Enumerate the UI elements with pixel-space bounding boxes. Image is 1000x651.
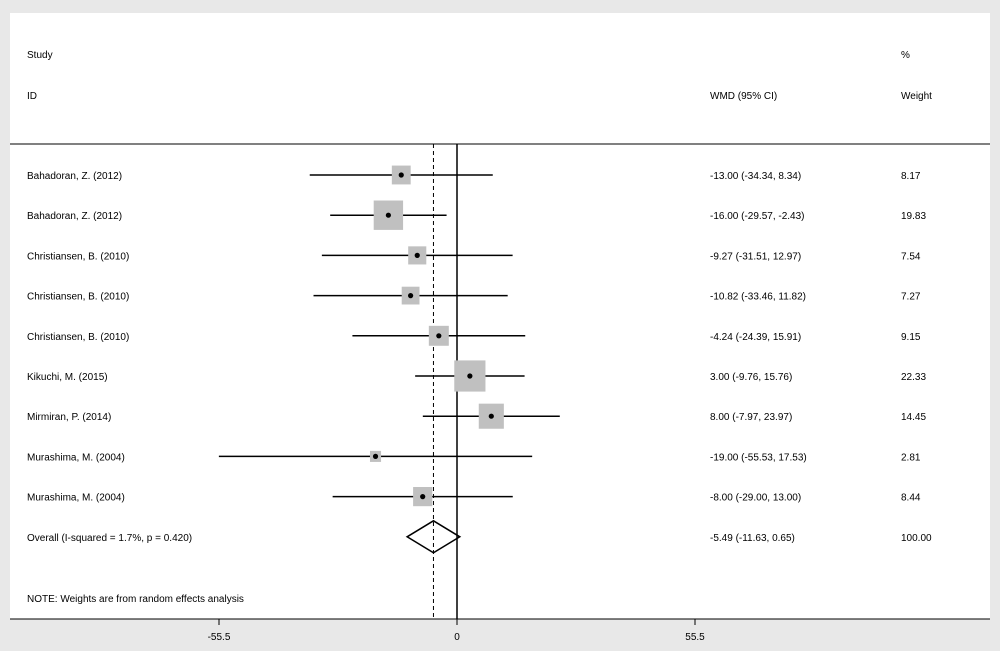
header-study: Study bbox=[27, 50, 53, 61]
effect-ci-text: 3.00 (-9.76, 15.76) bbox=[710, 372, 792, 383]
overall-row: Overall (I-squared = 1.7%, p = 0.420) -5.… bbox=[27, 519, 932, 554]
overall-diamond bbox=[405, 519, 462, 554]
study-row: Bahadoran, Z. (2012) -16.00 (-29.57, -2.4… bbox=[27, 200, 926, 230]
study-label: Murashima, M. (2004) bbox=[27, 452, 125, 463]
effect-ci-text: -16.00 (-29.57, -2.43) bbox=[710, 211, 805, 222]
study-row: Mirmiran, P. (2014) 8.00 (-7.97, 23.97) 14… bbox=[27, 403, 926, 429]
study-label: Christiansen, B. (2010) bbox=[27, 251, 129, 262]
weight-value: 14.45 bbox=[901, 412, 926, 423]
point-estimate bbox=[372, 453, 379, 459]
study-row: Murashima, M. (2004) -19.00 (-55.53, 17.5… bbox=[27, 450, 921, 463]
point-estimate bbox=[488, 413, 494, 419]
effect-ci-text: -8.00 (-29.00, 13.00) bbox=[710, 493, 801, 504]
x-tick-label: 55.5 bbox=[685, 632, 705, 643]
effect-ci-text: -19.00 (-55.53, 17.53) bbox=[710, 452, 807, 463]
weight-value: 8.17 bbox=[901, 171, 921, 182]
effect-ci-text: -9.27 (-31.51, 12.97) bbox=[710, 251, 801, 262]
overall-weight: 100.00 bbox=[901, 533, 932, 544]
weight-value: 9.15 bbox=[901, 332, 921, 343]
point-estimate bbox=[398, 172, 404, 178]
effect-ci-text: 8.00 (-7.97, 23.97) bbox=[710, 412, 792, 423]
header-weight: Weight bbox=[901, 91, 932, 102]
weight-value: 2.81 bbox=[901, 452, 921, 463]
effect-ci-text: -13.00 (-34.34, 8.34) bbox=[710, 171, 801, 182]
study-row: Christiansen, B. (2010) -10.82 (-33.46, 1… bbox=[27, 286, 921, 305]
footnote: NOTE: Weights are from random effects an… bbox=[27, 594, 244, 605]
study-label: Christiansen, B. (2010) bbox=[27, 292, 129, 303]
weight-value: 7.54 bbox=[901, 251, 921, 262]
study-label: Kikuchi, M. (2015) bbox=[27, 372, 108, 383]
weight-value: 19.83 bbox=[901, 211, 926, 222]
forest-plot: Study ID WMD (95% CI) % Weight Bahadoran… bbox=[10, 50, 990, 643]
x-axis-ticks: -55.5 0 55.5 bbox=[208, 619, 705, 643]
header-percent: % bbox=[901, 50, 910, 61]
effect-ci-text: -10.82 (-33.46, 11.82) bbox=[710, 292, 806, 303]
weight-value: 8.44 bbox=[901, 493, 921, 504]
overall-effect-text: -5.49 (-11.63, 0.65) bbox=[710, 533, 795, 544]
x-tick-label: 0 bbox=[454, 632, 460, 643]
study-row: Bahadoran, Z. (2012) -13.00 (-34.34, 8.34… bbox=[27, 165, 921, 185]
plot-panel: Study ID WMD (95% CI) % Weight Bahadoran… bbox=[10, 13, 990, 643]
study-label: Christiansen, B. (2010) bbox=[27, 332, 129, 343]
overall-label: Overall (I-squared = 1.7%, p = 0.420) bbox=[27, 533, 192, 544]
point-estimate bbox=[436, 333, 442, 339]
study-row: Kikuchi, M. (2015) 3.00 (-9.76, 15.76) 22.… bbox=[27, 360, 926, 392]
header-id: ID bbox=[27, 91, 37, 102]
point-estimate bbox=[408, 293, 414, 299]
x-tick-label: -55.5 bbox=[208, 632, 231, 643]
point-estimate bbox=[467, 373, 473, 379]
weight-value: 22.33 bbox=[901, 372, 926, 383]
study-row: Murashima, M. (2004) -8.00 (-29.00, 13.00… bbox=[27, 487, 921, 507]
study-rows: Bahadoran, Z. (2012) -13.00 (-34.34, 8.34… bbox=[27, 165, 932, 554]
point-estimate bbox=[385, 212, 391, 218]
study-label: Bahadoran, Z. (2012) bbox=[27, 171, 122, 182]
point-estimate bbox=[420, 494, 426, 500]
study-row: Christiansen, B. (2010) -9.27 (-31.51, 12… bbox=[27, 246, 921, 265]
study-label: Murashima, M. (2004) bbox=[27, 493, 125, 504]
point-estimate bbox=[414, 252, 420, 258]
study-label: Bahadoran, Z. (2012) bbox=[27, 211, 122, 222]
study-label: Mirmiran, P. (2014) bbox=[27, 412, 111, 423]
effect-ci-text: -4.24 (-24.39, 15.91) bbox=[710, 332, 801, 343]
study-row: Christiansen, B. (2010) -4.24 (-24.39, 15… bbox=[27, 325, 921, 346]
header-effect: WMD (95% CI) bbox=[710, 91, 777, 102]
weight-value: 7.27 bbox=[901, 292, 921, 303]
